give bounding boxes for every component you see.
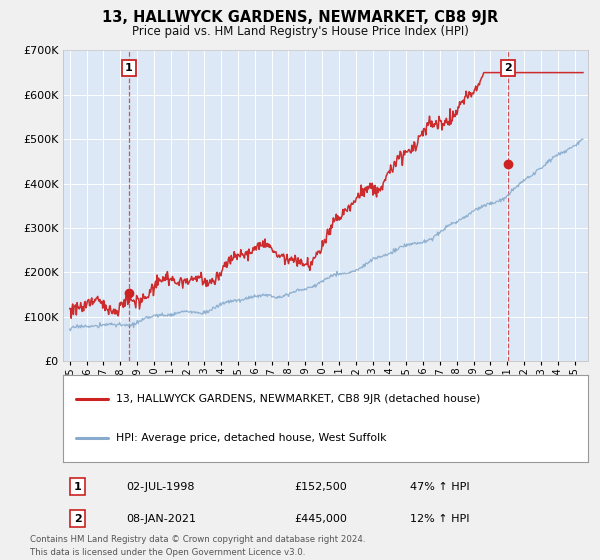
Text: £152,500: £152,500 [294, 482, 347, 492]
Text: 2: 2 [504, 63, 512, 73]
Text: 1: 1 [125, 63, 133, 73]
Text: 12% ↑ HPI: 12% ↑ HPI [409, 514, 469, 524]
Text: 13, HALLWYCK GARDENS, NEWMARKET, CB8 9JR (detached house): 13, HALLWYCK GARDENS, NEWMARKET, CB8 9JR… [115, 394, 480, 404]
Text: 02-JUL-1998: 02-JUL-1998 [126, 482, 194, 492]
Text: 1: 1 [74, 482, 82, 492]
Text: 13, HALLWYCK GARDENS, NEWMARKET, CB8 9JR: 13, HALLWYCK GARDENS, NEWMARKET, CB8 9JR [102, 10, 498, 25]
Text: £445,000: £445,000 [294, 514, 347, 524]
Text: Contains HM Land Registry data © Crown copyright and database right 2024.: Contains HM Land Registry data © Crown c… [30, 535, 365, 544]
Text: 2: 2 [74, 514, 82, 524]
Text: 08-JAN-2021: 08-JAN-2021 [126, 514, 196, 524]
Text: This data is licensed under the Open Government Licence v3.0.: This data is licensed under the Open Gov… [30, 548, 305, 557]
Text: HPI: Average price, detached house, West Suffolk: HPI: Average price, detached house, West… [115, 433, 386, 443]
Text: Price paid vs. HM Land Registry's House Price Index (HPI): Price paid vs. HM Land Registry's House … [131, 25, 469, 38]
Text: 47% ↑ HPI: 47% ↑ HPI [409, 482, 469, 492]
